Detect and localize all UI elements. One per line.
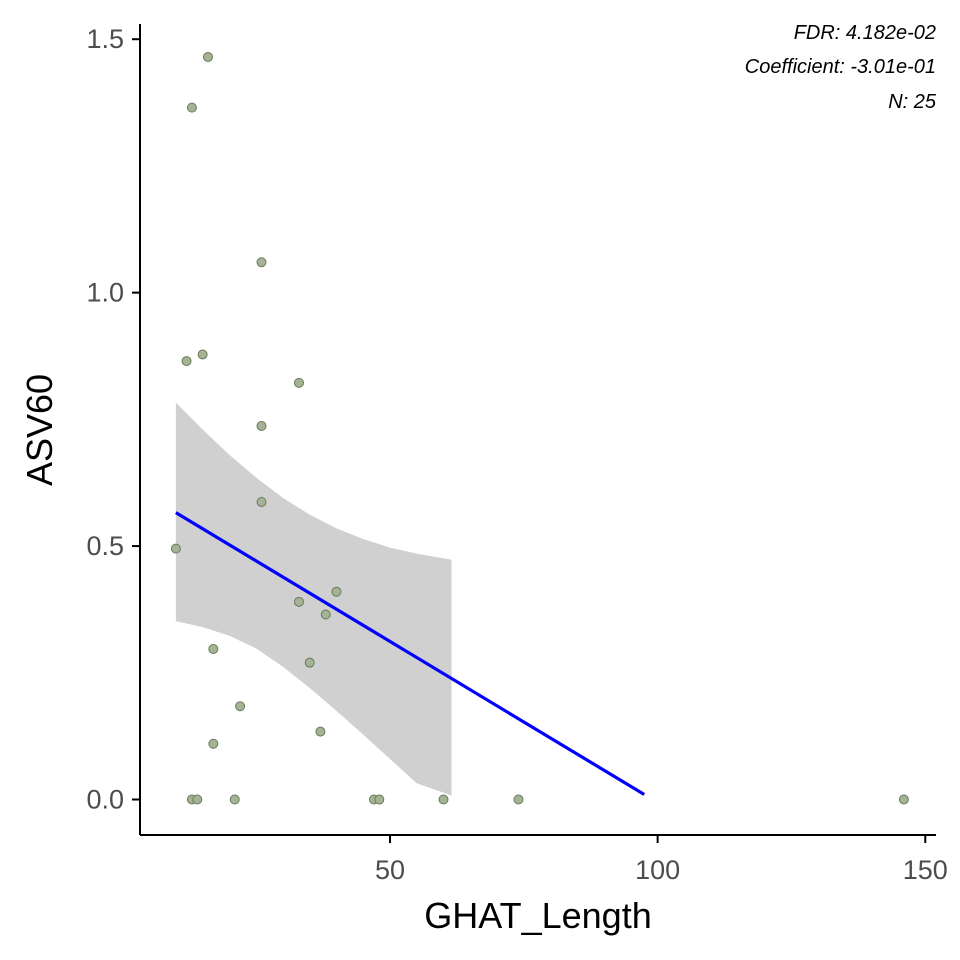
data-point: [229, 794, 240, 805]
data-point: [320, 609, 331, 620]
regression-line-layer: [175, 511, 646, 796]
x-tick-label: 100: [635, 855, 680, 885]
n-annotation: N: 25: [888, 91, 937, 113]
data-point: [192, 794, 203, 805]
data-point: [202, 51, 213, 62]
confidence-band: [175, 402, 452, 796]
y-tick-label: 1.0: [86, 278, 124, 308]
data-point: [438, 794, 449, 805]
data-point: [256, 257, 267, 268]
data-point: [197, 349, 208, 360]
data-point: [208, 643, 219, 654]
data-point: [293, 596, 304, 607]
data-point: [208, 738, 219, 749]
x-tick-label: 50: [375, 855, 405, 885]
regression-line: [175, 511, 646, 796]
data-point: [186, 102, 197, 113]
data-point: [256, 420, 267, 431]
data-point: [315, 726, 326, 737]
y-tick-label: 0.0: [86, 785, 124, 815]
y-tick-label: 1.5: [86, 24, 124, 54]
data-point: [181, 356, 192, 367]
ticks: 50 100 150 0.0 0.5 1.0 1.5: [86, 24, 947, 885]
y-axis-title: ASV60: [19, 374, 60, 486]
data-point: [513, 794, 524, 805]
data-point: [170, 543, 181, 554]
y-tick-label: 0.5: [86, 531, 124, 561]
fdr-annotation: FDR: 4.182e-02: [794, 22, 936, 44]
x-axis-title: GHAT_Length: [424, 895, 651, 936]
data-point: [898, 794, 909, 805]
points-layer: [170, 51, 909, 805]
data-point: [235, 701, 246, 712]
data-point: [331, 586, 342, 597]
confidence-band-layer: [175, 402, 452, 796]
data-point: [293, 377, 304, 388]
data-point: [304, 657, 315, 668]
data-point: [374, 794, 385, 805]
coefficient-annotation: Coefficient: -3.01e-01: [745, 56, 936, 78]
x-tick-label: 150: [903, 855, 948, 885]
axes: [139, 24, 936, 836]
data-point: [256, 496, 267, 507]
